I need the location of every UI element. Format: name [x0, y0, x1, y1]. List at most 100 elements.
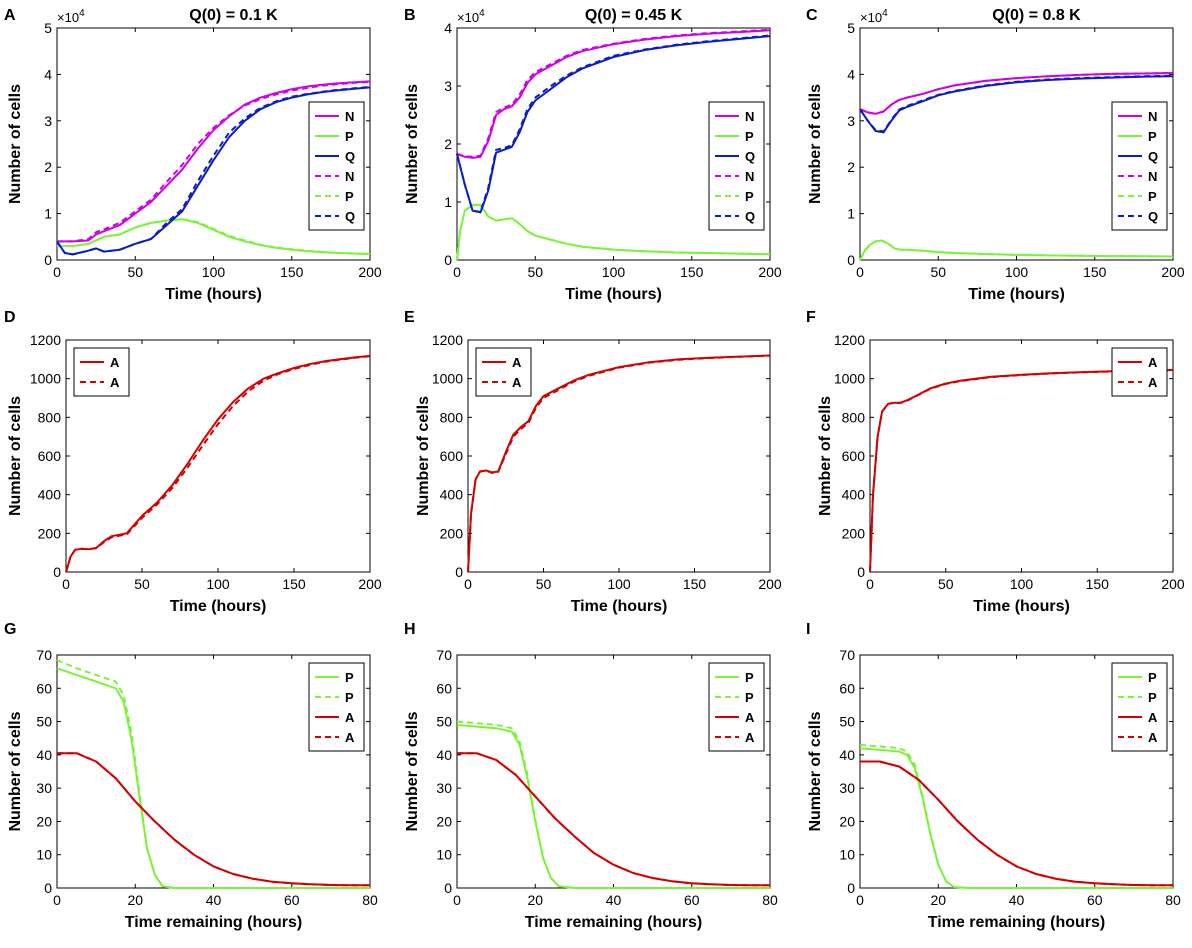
series-line-a-dashed: [457, 752, 770, 887]
x-tick-label: 200: [758, 264, 782, 280]
panel-letter: F: [806, 309, 816, 326]
panel-b: B Q(0) = 0.45 K0 50 100 150 20001234×104Time …: [404, 7, 782, 303]
x-tick-label: 80: [762, 892, 778, 908]
panel-letter: D: [4, 309, 16, 326]
y-tick-label: 70: [36, 647, 52, 663]
x-tick-label: 150: [1086, 576, 1110, 592]
x-tick-label: 150: [683, 576, 707, 592]
y-axis-title: Number of cells: [7, 84, 24, 204]
y-tick-label: 60: [436, 680, 452, 696]
y-tick-label: 20: [436, 813, 452, 829]
x-tick-label: 50: [527, 264, 543, 280]
y-tick-label: 600: [440, 448, 464, 464]
legend-box: [73, 347, 130, 397]
x-axis-title: Time (hours): [165, 286, 262, 303]
x-tick-label: 200: [1161, 576, 1185, 592]
y-axis-title: Number of cells: [7, 711, 24, 831]
x-tick-label: 200: [1161, 264, 1185, 280]
x-tick-label: 200: [358, 264, 382, 280]
y-axis-title: Number of cells: [415, 396, 432, 516]
x-axis-title: Time (hours): [571, 598, 668, 615]
legend-label: P: [745, 690, 754, 705]
x-axis-title: Time (hours): [968, 286, 1065, 303]
x-tick-label: 0: [453, 264, 461, 280]
legend-label: Q: [345, 149, 355, 164]
x-tick-label: 20: [127, 892, 143, 908]
series-line-p-dashed: [57, 218, 371, 255]
legend-label: A: [745, 710, 755, 725]
y-tick-label: 5: [847, 20, 855, 36]
series-line-p-dashed: [456, 720, 770, 889]
series-line-p-dashed: [859, 239, 1174, 261]
legend-label: A: [345, 730, 355, 745]
legend: AA: [475, 347, 532, 397]
x-axis-title: Time remaining (hours): [928, 914, 1106, 931]
x-tick-label: 50: [536, 576, 552, 592]
legend-box: [308, 101, 365, 231]
x-tick-label: 150: [282, 576, 306, 592]
legend-label: A: [1148, 375, 1158, 390]
panel-title: Q(0) = 0.8 K: [992, 7, 1081, 24]
y-tick-label: 2: [44, 159, 52, 175]
x-axis-title: Time (hours): [170, 598, 267, 615]
y-tick-label: 10: [36, 847, 52, 863]
y-tick-label: 0: [53, 564, 61, 580]
y-tick-label: 3: [44, 113, 52, 129]
legend-label: N: [1148, 169, 1157, 184]
panel-letter: H: [404, 621, 416, 638]
y-tick-label: 1: [847, 206, 855, 222]
y-tick-label: 30: [839, 780, 855, 796]
series-line-a-dashed: [57, 752, 370, 887]
y-tick-label: 30: [436, 780, 452, 796]
y-tick-label: 40: [436, 747, 452, 763]
y-axis-title: Number of cells: [807, 84, 824, 204]
x-tick-label: 0: [53, 264, 61, 280]
panel-i: I 0 20 40 60 80 0 10 20 30 40 50 60 70 Time remaining …: [806, 621, 1181, 931]
x-tick-label: 0: [464, 576, 472, 592]
series-line-a-solid: [869, 369, 1174, 573]
y-tick-label: 70: [839, 647, 855, 663]
x-tick-label: 100: [202, 264, 226, 280]
legend-box: [475, 347, 532, 397]
y-tick-label: 200: [38, 525, 62, 541]
y-axis-title: Number of cells: [404, 84, 421, 204]
y-tick-label: 2: [847, 159, 855, 175]
y-tick-label: 0: [44, 880, 52, 896]
y-tick-label: 800: [38, 409, 62, 425]
x-tick-label: 40: [606, 892, 622, 908]
x-axis-title: Time remaining (hours): [525, 914, 703, 931]
legend-box: [708, 101, 765, 231]
x-axis-title: Time (hours): [973, 598, 1070, 615]
legend-label: Q: [345, 209, 355, 224]
y-tick-label: 0: [455, 564, 463, 580]
legend-label: N: [745, 109, 754, 124]
legend-label: P: [1148, 690, 1157, 705]
y-tick-label: 1200: [834, 332, 865, 348]
legend-label: P: [345, 129, 354, 144]
series-line-n-dashed: [456, 28, 771, 158]
x-tick-label: 100: [1010, 576, 1034, 592]
y-tick-label: 10: [839, 847, 855, 863]
legend-label: A: [745, 730, 755, 745]
x-tick-label: 150: [280, 264, 304, 280]
x-tick-label: 150: [1083, 264, 1107, 280]
y-multiplier-exponent: 4: [479, 8, 485, 19]
panel-f: F 0 50 100 150 200 0 200 400 600 800 1000 1200 Time (…: [806, 309, 1185, 615]
y-tick-label: 600: [842, 448, 866, 464]
series-line-p-dashed: [56, 659, 370, 889]
series-line-p-dashed: [456, 203, 771, 261]
series-line-n-dashed: [859, 72, 1174, 115]
x-tick-label: 0: [453, 892, 461, 908]
x-tick-label: 40: [1009, 892, 1025, 908]
x-tick-label: 100: [1005, 264, 1029, 280]
y-axis-title: Number of cells: [807, 711, 824, 831]
legend-label: P: [745, 670, 754, 685]
y-tick-label: 5: [44, 20, 52, 36]
y-tick-label: 50: [839, 714, 855, 730]
legend-label: N: [345, 109, 354, 124]
y-axis-title: Number of cells: [404, 711, 421, 831]
series-line-a-solid: [57, 752, 370, 887]
